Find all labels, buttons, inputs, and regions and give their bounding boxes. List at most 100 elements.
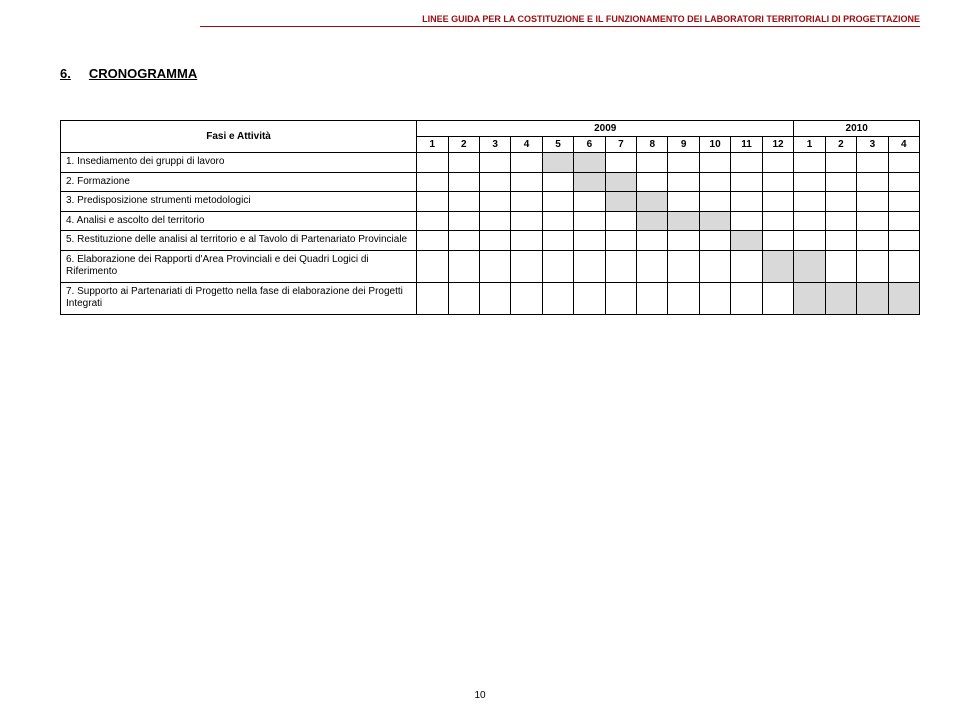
gantt-cell	[479, 282, 510, 314]
gantt-cell	[511, 250, 542, 282]
gantt-cell	[417, 192, 448, 212]
gantt-cell	[857, 192, 888, 212]
gantt-cell	[511, 231, 542, 251]
gantt-cell	[731, 250, 762, 282]
gantt-cell	[668, 172, 699, 192]
gantt-cell	[668, 231, 699, 251]
gantt-cell	[888, 192, 919, 212]
gantt-cell	[762, 211, 794, 231]
table-row: 7. Supporto ai Partenariati di Progetto …	[61, 282, 920, 314]
gantt-cell	[699, 153, 730, 173]
gantt-cell	[731, 192, 762, 212]
document-header: LINEE GUIDA PER LA COSTITUZIONE E IL FUN…	[200, 14, 920, 27]
gantt-cell	[511, 282, 542, 314]
gantt-cell	[794, 282, 825, 314]
gantt-cell	[511, 211, 542, 231]
gantt-cell	[417, 172, 448, 192]
gantt-cell	[888, 172, 919, 192]
gantt-cell	[448, 153, 479, 173]
gantt-cell	[794, 211, 825, 231]
gantt-cell	[637, 153, 668, 173]
gantt-cell	[605, 231, 636, 251]
month-header: 2	[825, 137, 856, 153]
section-title-text: CRONOGRAMMA	[89, 66, 197, 81]
gantt-cell	[699, 231, 730, 251]
gantt-cell	[511, 172, 542, 192]
table-row: 6. Elaborazione dei Rapporti d'Area Prov…	[61, 250, 920, 282]
gantt-cell	[699, 250, 730, 282]
gantt-cell	[511, 153, 542, 173]
year-row: Fasi e Attività 2009 2010	[61, 121, 920, 137]
gantt-cell	[668, 282, 699, 314]
gantt-cell	[731, 282, 762, 314]
gantt-cell	[542, 250, 573, 282]
gantt-cell	[605, 211, 636, 231]
gantt-cell	[637, 192, 668, 212]
activity-label: 5. Restituzione delle analisi al territo…	[61, 231, 417, 251]
gantt-cell	[857, 250, 888, 282]
month-header: 1	[417, 137, 448, 153]
activity-header: Fasi e Attività	[61, 121, 417, 153]
gantt-cell	[574, 250, 605, 282]
gantt-cell	[448, 211, 479, 231]
activity-label: 1. Insediamento dei gruppi di lavoro	[61, 153, 417, 173]
month-header: 12	[762, 137, 794, 153]
month-header: 2	[448, 137, 479, 153]
gantt-cell	[699, 282, 730, 314]
gantt-cell	[417, 282, 448, 314]
gantt-cell	[605, 172, 636, 192]
month-header: 3	[857, 137, 888, 153]
gantt-cell	[448, 192, 479, 212]
activity-label: 4. Analisi e ascolto del territorio	[61, 211, 417, 231]
gantt-cell	[825, 192, 856, 212]
month-header: 4	[888, 137, 919, 153]
gantt-cell	[479, 192, 510, 212]
gantt-cell	[762, 153, 794, 173]
gantt-cell	[574, 211, 605, 231]
gantt-cell	[699, 211, 730, 231]
gantt-cell	[574, 231, 605, 251]
gantt-cell	[574, 282, 605, 314]
gantt-cell	[542, 172, 573, 192]
month-header: 11	[731, 137, 762, 153]
month-header: 9	[668, 137, 699, 153]
activity-label: 3. Predisposizione strumenti metodologic…	[61, 192, 417, 212]
gantt-cell	[762, 250, 794, 282]
gantt-cell	[825, 172, 856, 192]
month-header: 8	[637, 137, 668, 153]
gantt-cell	[825, 282, 856, 314]
gantt-cell	[574, 172, 605, 192]
gantt-cell	[857, 153, 888, 173]
gantt-table: Fasi e Attività 2009 2010 12345678910111…	[60, 120, 920, 315]
gantt-cell	[857, 231, 888, 251]
gantt-cell	[668, 211, 699, 231]
gantt-cell	[668, 153, 699, 173]
gantt-cell	[605, 282, 636, 314]
gantt-cell	[762, 282, 794, 314]
month-header: 10	[699, 137, 730, 153]
gantt-cell	[888, 250, 919, 282]
gantt-cell	[825, 211, 856, 231]
gantt-cell	[479, 250, 510, 282]
gantt-cell	[762, 231, 794, 251]
gantt-cell	[825, 153, 856, 173]
month-header: 5	[542, 137, 573, 153]
gantt-cell	[605, 192, 636, 212]
gantt-cell	[888, 153, 919, 173]
gantt-cell	[605, 250, 636, 282]
gantt-cell	[637, 231, 668, 251]
gantt-cell	[448, 231, 479, 251]
year-1: 2010	[794, 121, 920, 137]
gantt-cell	[668, 192, 699, 212]
gantt-cell	[825, 250, 856, 282]
gantt-cell	[479, 172, 510, 192]
activity-label: 7. Supporto ai Partenariati di Progetto …	[61, 282, 417, 314]
gantt-cell	[762, 172, 794, 192]
table-row: 4. Analisi e ascolto del territorio	[61, 211, 920, 231]
table-row: 5. Restituzione delle analisi al territo…	[61, 231, 920, 251]
month-header: 4	[511, 137, 542, 153]
gantt-cell	[448, 250, 479, 282]
gantt-cell	[888, 282, 919, 314]
month-header: 6	[574, 137, 605, 153]
gantt-cell	[542, 192, 573, 212]
